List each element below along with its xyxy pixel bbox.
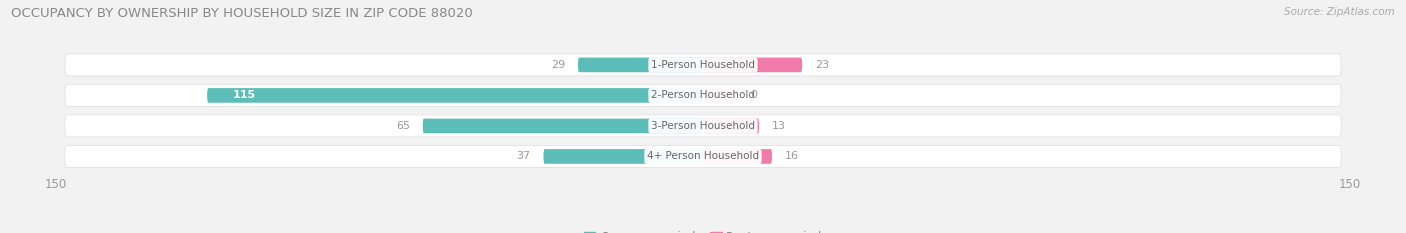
Text: OCCUPANCY BY OWNERSHIP BY HOUSEHOLD SIZE IN ZIP CODE 88020: OCCUPANCY BY OWNERSHIP BY HOUSEHOLD SIZE… [11,7,472,20]
FancyBboxPatch shape [65,145,1341,168]
FancyBboxPatch shape [423,119,703,133]
Text: 1-Person Household: 1-Person Household [651,60,755,70]
Text: 37: 37 [516,151,530,161]
Text: Source: ZipAtlas.com: Source: ZipAtlas.com [1284,7,1395,17]
FancyBboxPatch shape [544,149,703,164]
FancyBboxPatch shape [65,54,1341,76]
FancyBboxPatch shape [703,58,803,72]
FancyBboxPatch shape [65,115,1341,137]
Text: 29: 29 [551,60,565,70]
Text: 23: 23 [815,60,830,70]
Text: 65: 65 [396,121,409,131]
Text: 115: 115 [233,90,256,100]
FancyBboxPatch shape [578,58,703,72]
FancyBboxPatch shape [65,84,1341,106]
FancyBboxPatch shape [703,88,738,103]
Text: 16: 16 [785,151,799,161]
Text: 13: 13 [772,121,786,131]
Text: 2-Person Household: 2-Person Household [651,90,755,100]
Text: 3-Person Household: 3-Person Household [651,121,755,131]
FancyBboxPatch shape [703,119,759,133]
Legend: Owner-occupied, Renter-occupied: Owner-occupied, Renter-occupied [579,226,827,233]
Text: 4+ Person Household: 4+ Person Household [647,151,759,161]
FancyBboxPatch shape [207,88,703,103]
Text: 0: 0 [751,90,758,100]
FancyBboxPatch shape [703,149,772,164]
